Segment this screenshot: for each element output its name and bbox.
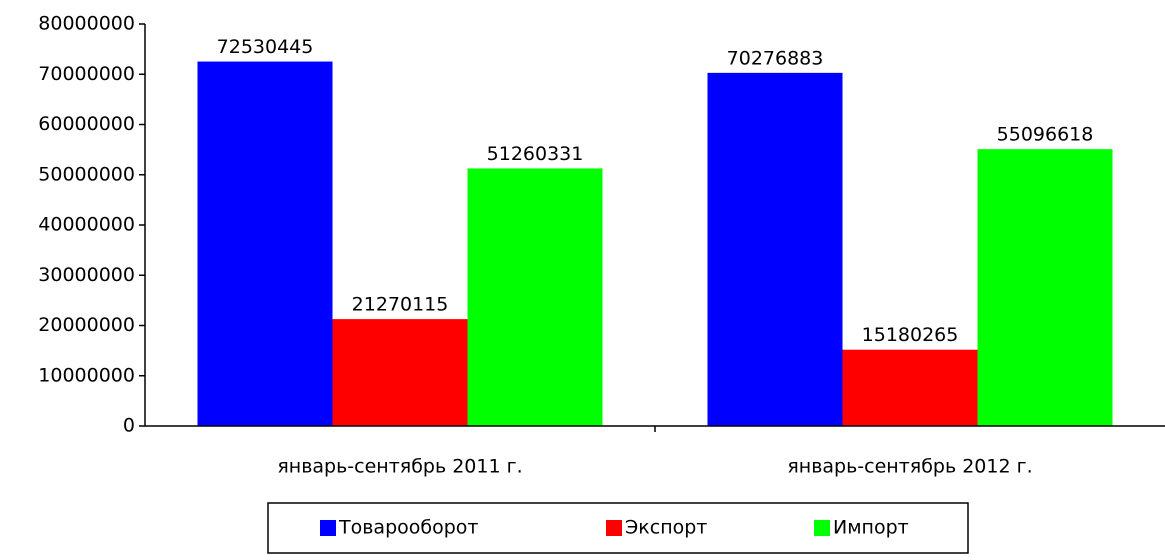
bar bbox=[977, 149, 1113, 426]
x-tick-label: январь-сентябрь 2012 г. bbox=[787, 456, 1032, 478]
x-tick-label: январь-сентябрь 2011 г. bbox=[277, 456, 522, 478]
legend-label: Товарооборот bbox=[338, 517, 478, 539]
y-tick-label: 30000000 bbox=[38, 264, 135, 286]
legend-label: Экспорт bbox=[625, 517, 707, 539]
y-tick-label: 20000000 bbox=[38, 314, 135, 336]
data-label: 70276883 bbox=[727, 47, 824, 69]
bar bbox=[332, 319, 468, 426]
bar bbox=[707, 72, 843, 426]
y-tick-label: 80000000 bbox=[38, 13, 135, 35]
data-label: 51260331 bbox=[487, 143, 584, 165]
y-tick-label: 60000000 bbox=[38, 113, 135, 135]
bar bbox=[197, 61, 333, 426]
data-label: 21270115 bbox=[352, 294, 449, 316]
y-tick-label: 40000000 bbox=[38, 214, 135, 236]
bar bbox=[842, 349, 978, 426]
y-tick-label: 10000000 bbox=[38, 364, 135, 386]
bar bbox=[467, 168, 603, 426]
y-tick-label: 50000000 bbox=[38, 163, 135, 185]
data-label: 15180265 bbox=[862, 324, 959, 346]
data-label: 72530445 bbox=[217, 36, 314, 58]
legend-swatch bbox=[814, 520, 830, 536]
y-tick-label: 0 bbox=[123, 415, 135, 437]
y-tick-label: 70000000 bbox=[38, 63, 135, 85]
data-label: 55096618 bbox=[997, 124, 1094, 146]
legend-swatch bbox=[606, 520, 622, 536]
legend-swatch bbox=[320, 520, 336, 536]
legend-label: Импорт bbox=[833, 517, 909, 539]
